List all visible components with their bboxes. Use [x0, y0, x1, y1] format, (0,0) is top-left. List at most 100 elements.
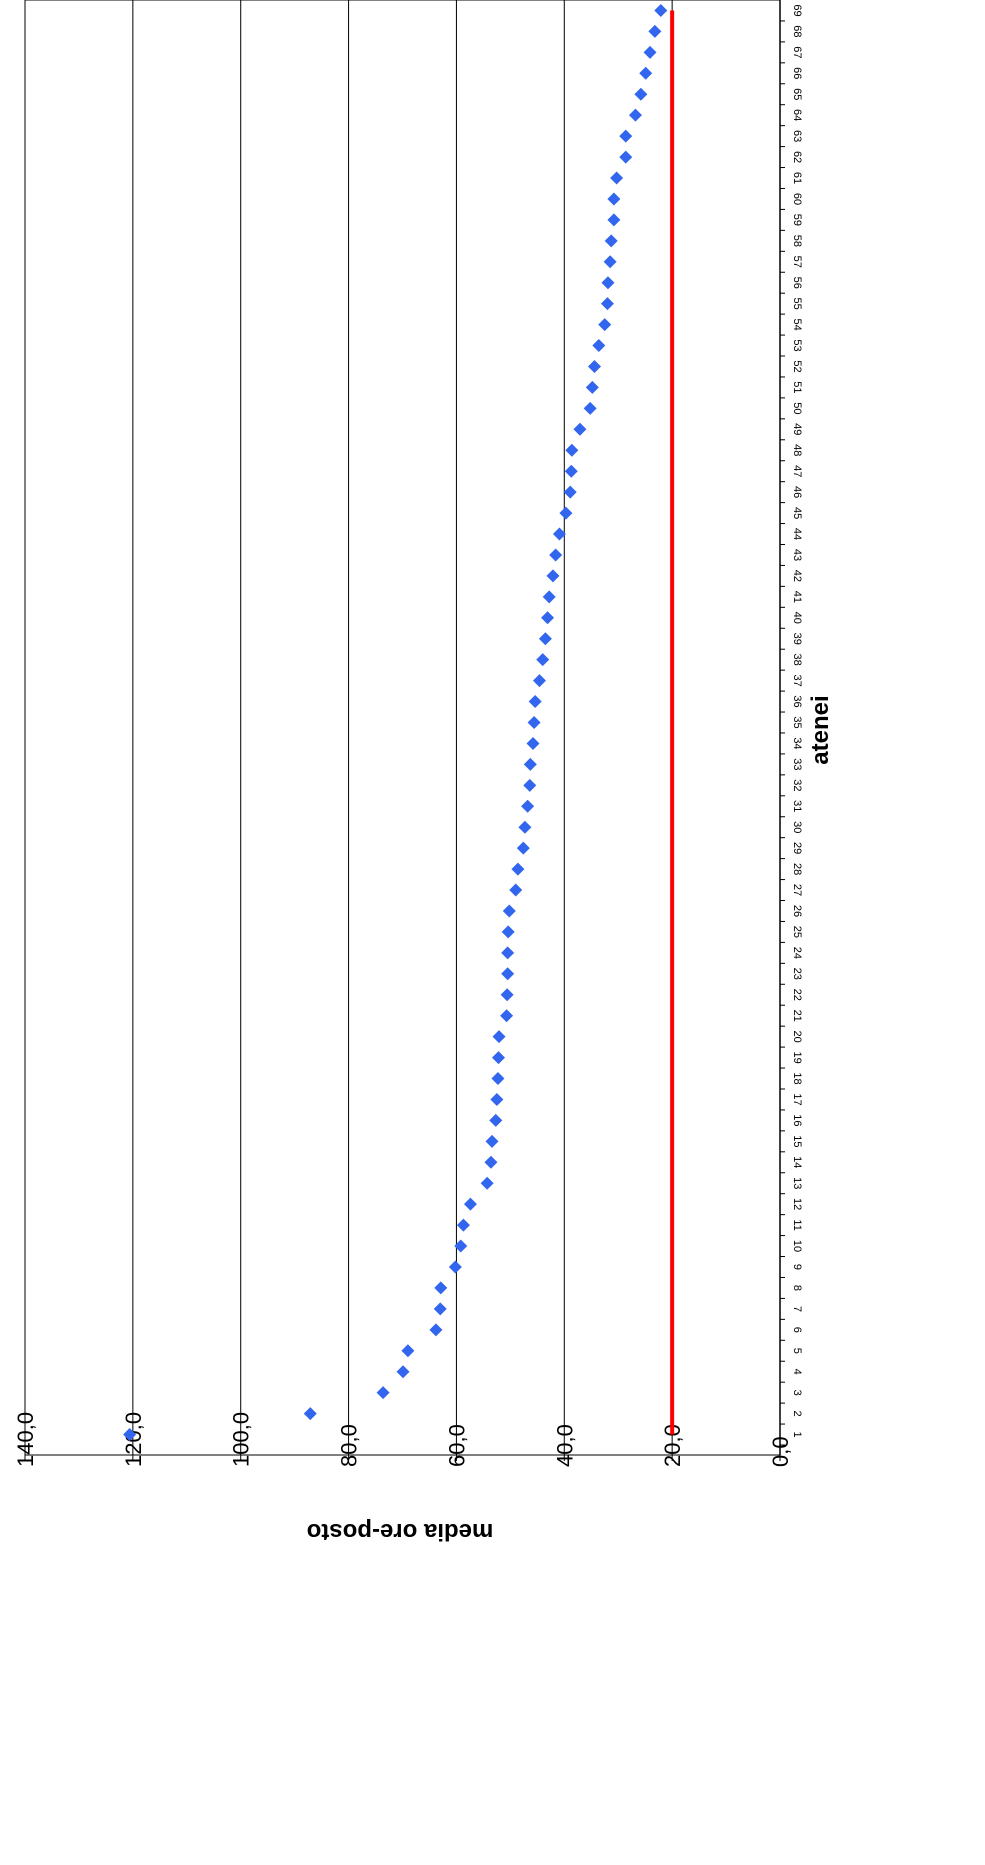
- x-tick-label: 36: [791, 695, 803, 707]
- x-tick-label: 46: [791, 486, 803, 498]
- x-axis-title: atenei: [807, 695, 834, 764]
- x-tick-label: 28: [791, 863, 803, 875]
- x-tick-label: 44: [791, 528, 803, 540]
- data-point: [511, 862, 525, 876]
- data-point: [546, 569, 560, 583]
- data-point: [463, 1197, 477, 1211]
- data-point: [500, 988, 514, 1002]
- data-point: [532, 674, 546, 688]
- data-point: [541, 611, 555, 625]
- data-point: [619, 129, 633, 143]
- x-tick-label: 50: [791, 402, 803, 414]
- y-tick-label: 100,0: [229, 1412, 254, 1467]
- x-tick-label: 24: [791, 947, 803, 959]
- x-tick-label: 34: [791, 737, 803, 749]
- data-point: [552, 527, 566, 541]
- data-point: [610, 171, 624, 185]
- x-tick-label: 35: [791, 716, 803, 728]
- x-tick-label: 43: [791, 549, 803, 561]
- data-point: [587, 359, 601, 373]
- x-tick-label: 7: [791, 1306, 803, 1312]
- x-tick-label: 66: [791, 67, 803, 79]
- data-point: [396, 1365, 410, 1379]
- x-tick-label: 41: [791, 591, 803, 603]
- x-tick-label: 10: [791, 1240, 803, 1252]
- y-tick-label: 60,0: [444, 1424, 469, 1467]
- data-point: [489, 1113, 503, 1127]
- data-point: [526, 736, 540, 750]
- x-tick-label: 33: [791, 758, 803, 770]
- y-axis-title: media ore-posto: [307, 1518, 494, 1545]
- data-point: [600, 297, 614, 311]
- x-tick-label: 25: [791, 926, 803, 938]
- x-tick-label: 40: [791, 612, 803, 624]
- data-point: [516, 841, 530, 855]
- x-tick-label: 57: [791, 256, 803, 268]
- x-tick-label: 60: [791, 193, 803, 205]
- x-tick-label: 30: [791, 821, 803, 833]
- data-point: [401, 1344, 415, 1358]
- data-point: [501, 967, 515, 981]
- x-tick-label: 27: [791, 884, 803, 896]
- x-tick-label: 19: [791, 1051, 803, 1063]
- data-point: [509, 883, 523, 897]
- data-point: [491, 1072, 505, 1086]
- x-tick-label: 52: [791, 360, 803, 372]
- data-point: [123, 1428, 137, 1442]
- x-tick-label: 16: [791, 1114, 803, 1126]
- data-point: [433, 1302, 447, 1316]
- x-tick-label: 14: [791, 1156, 803, 1168]
- data-point: [601, 276, 615, 290]
- x-axis: 1234567891011121314151617181920212223242…: [779, 0, 803, 1455]
- data-point: [585, 380, 599, 394]
- data-point: [583, 401, 597, 415]
- data-point: [607, 192, 621, 206]
- data-point: [565, 443, 579, 457]
- data-point: [303, 1407, 317, 1421]
- data-point: [523, 757, 537, 771]
- x-tick-label: 68: [791, 25, 803, 37]
- x-tick-label: 45: [791, 507, 803, 519]
- y-tick-label: 80,0: [337, 1424, 362, 1467]
- data-point: [639, 66, 653, 80]
- data-point: [521, 799, 535, 813]
- data-point: [523, 778, 537, 792]
- data-point: [490, 1092, 504, 1106]
- x-tick-label: 4: [791, 1369, 803, 1375]
- x-tick-label: 37: [791, 674, 803, 686]
- x-tick-label: 38: [791, 654, 803, 666]
- x-tick-label: 58: [791, 235, 803, 247]
- data-point: [429, 1323, 443, 1337]
- data-point: [538, 632, 552, 646]
- data-point: [492, 1030, 506, 1044]
- x-tick-label: 9: [791, 1264, 803, 1270]
- x-tick-label: 63: [791, 130, 803, 142]
- x-tick-label: 53: [791, 339, 803, 351]
- data-point: [598, 318, 612, 332]
- data-point: [536, 653, 550, 667]
- x-tick-label: 54: [791, 318, 803, 330]
- x-tick-label: 62: [791, 151, 803, 163]
- x-tick-label: 42: [791, 570, 803, 582]
- x-tick-label: 32: [791, 779, 803, 791]
- x-tick-label: 11: [791, 1219, 803, 1230]
- data-point: [573, 422, 587, 436]
- x-tick-label: 8: [791, 1285, 803, 1291]
- x-tick-label: 55: [791, 298, 803, 310]
- x-tick-label: 65: [791, 88, 803, 100]
- data-point: [603, 255, 617, 269]
- data-point: [454, 1239, 468, 1253]
- x-tick-label: 67: [791, 46, 803, 58]
- data-point: [634, 87, 648, 101]
- data-point: [643, 45, 657, 59]
- data-point: [491, 1051, 505, 1065]
- x-tick-label: 13: [791, 1177, 803, 1189]
- x-tick-label: 49: [791, 423, 803, 435]
- x-tick-label: 20: [791, 1031, 803, 1043]
- x-tick-label: 56: [791, 277, 803, 289]
- x-tick-label: 6: [791, 1327, 803, 1333]
- data-point: [604, 234, 618, 248]
- data-point: [563, 485, 577, 499]
